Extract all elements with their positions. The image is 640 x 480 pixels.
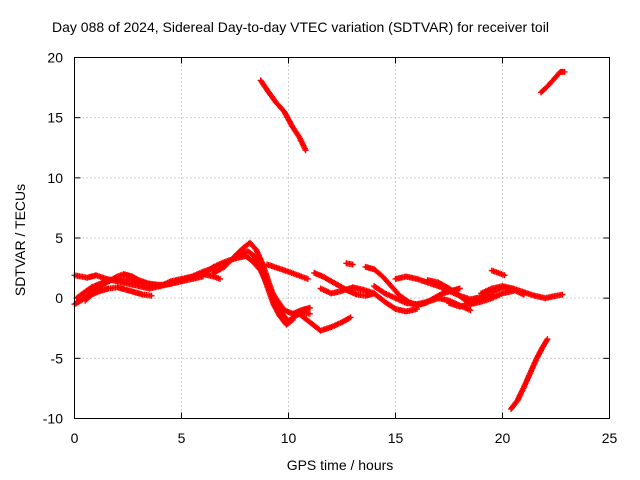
y-axis-label: SDTVAR / TECUs — [12, 183, 28, 297]
series-trace-22 — [538, 68, 568, 96]
y-tick-label: -10 — [43, 411, 63, 427]
series-trace-6 — [210, 239, 313, 324]
series-trace-20 — [257, 77, 309, 154]
series-trace-4 — [82, 284, 155, 304]
y-tick-label: 10 — [47, 170, 63, 186]
series-trace-3 — [73, 273, 206, 302]
y-tick-label: -5 — [51, 350, 64, 366]
chart-title: Day 088 of 2024, Sidereal Day-to-day VTE… — [52, 19, 549, 35]
data-point-markers — [232, 248, 296, 328]
series-trace-18 — [488, 267, 508, 279]
x-tick-label: 25 — [602, 430, 618, 446]
x-tick-label: 0 — [71, 430, 79, 446]
grid-lines — [74, 57, 610, 419]
series-trace-7 — [232, 248, 296, 328]
series-trace-11 — [317, 284, 420, 315]
data-point-markers — [508, 336, 551, 412]
x-tick-label: 20 — [495, 430, 511, 446]
series-trace-17 — [478, 283, 566, 302]
data-point-markers — [317, 284, 420, 315]
x-axis-label: GPS time / hours — [286, 457, 394, 473]
y-tick-label: 5 — [55, 230, 63, 246]
series-trace-9 — [296, 310, 354, 334]
series-trace-10 — [311, 269, 378, 299]
y-tick-label: 20 — [47, 50, 63, 66]
data-point-markers — [210, 239, 313, 324]
data-series — [71, 68, 568, 412]
x-tick-labels: 0 5 10 15 20 25 — [71, 430, 618, 446]
x-tick-label: 15 — [388, 430, 404, 446]
data-point-markers — [264, 261, 311, 282]
data-point-markers — [478, 283, 566, 302]
data-point-markers — [488, 267, 508, 279]
plot-frame — [74, 57, 610, 419]
x-tick-label: 10 — [281, 430, 297, 446]
data-point-markers — [82, 284, 155, 304]
series-trace-8 — [264, 261, 311, 282]
data-point-markers — [538, 68, 568, 96]
y-tick-label: 0 — [55, 290, 63, 306]
data-point-markers — [73, 273, 206, 302]
data-point-markers — [311, 269, 378, 299]
data-point-markers — [296, 310, 354, 334]
x-tick-label: 5 — [178, 430, 186, 446]
y-tick-labels: -10 -5 0 5 10 15 20 — [43, 50, 63, 427]
series-trace-21 — [508, 336, 551, 412]
data-point-markers — [257, 77, 309, 154]
data-point-markers — [343, 260, 356, 268]
y-tick-label: 15 — [47, 110, 63, 126]
series-trace-19 — [343, 260, 356, 268]
